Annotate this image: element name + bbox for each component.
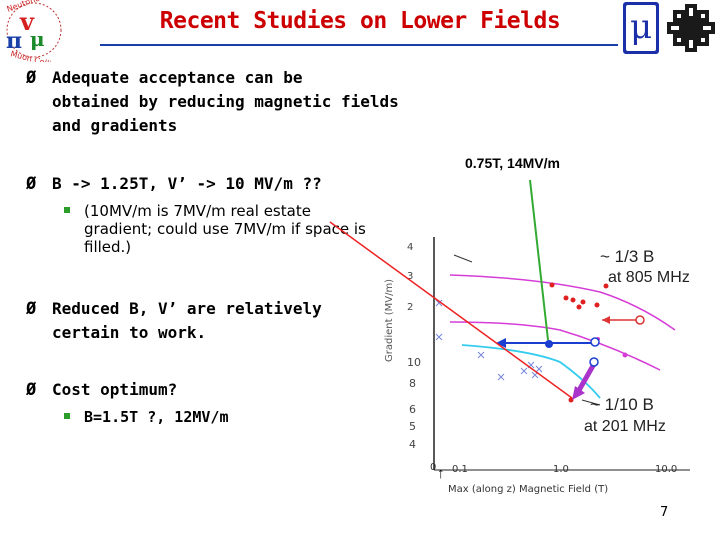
bullet-4: Ø Cost optimum? [26, 378, 386, 402]
slide-title: Recent Studies on Lower Fields [159, 8, 561, 34]
open-point [589, 357, 599, 367]
sub-bullet-1-line-3: filled.) [84, 238, 132, 256]
y-tick: 5 [409, 420, 416, 433]
mu-logo: μ [623, 2, 659, 54]
fermilab-icon [667, 4, 715, 52]
x-tick: 0 [430, 462, 436, 473]
blue-cross-points [435, 299, 543, 381]
bullet-3-line-2: certain to work. [52, 323, 207, 342]
sub-bullet-1: (10MV/m is 7MV/m real estate gradient; c… [64, 202, 424, 258]
x-axis-label: Max (along z) Magnetic Field (T) [448, 484, 608, 495]
bullet-arrow-icon: Ø [26, 380, 37, 400]
x-tick: 10.0 [655, 464, 677, 475]
label-leader [453, 254, 473, 263]
sub-bullet-1-line-1: (10MV/m is 7MV/m real estate [84, 202, 311, 220]
x-tick: 1.0 [553, 464, 569, 475]
curve-805-label-1: ~ 1/3 B [600, 247, 654, 266]
y-axis-label: Gradient (MV/m) [384, 279, 395, 362]
svg-text:v: v [19, 7, 35, 36]
bullet-arrow-icon: Ø [26, 68, 37, 88]
svg-text:μ: μ [30, 27, 45, 51]
title-underline [100, 44, 618, 46]
curve-805-label-2: at 805 MHz [608, 269, 690, 286]
label-leader [581, 399, 601, 406]
sub-bullet-2-line-1: B=1.5T ?, 12MV/m [84, 408, 229, 426]
bullet-2-line-1: B -> 1.25T, V’ -> 10 MV/m ?? [52, 174, 322, 193]
bullet-1: Ø Adequate acceptance can be obtained by… [26, 66, 446, 140]
annotation-label: 0.75T, 14MV/m [465, 155, 560, 171]
x-tick: 0.1 [452, 464, 468, 475]
bullet-1-line-2: obtained by reducing magnetic fields [52, 92, 399, 111]
blue-point [545, 340, 553, 348]
bullet-4-line-1: Cost optimum? [52, 380, 178, 399]
curve-201-label-1: ~ 1/10 B [590, 395, 654, 414]
y-tick: 4 [407, 242, 413, 253]
blue-arrowhead-icon [496, 338, 506, 348]
bullet-3-line-1: Reduced B, V’ are relatively [52, 299, 322, 318]
purple-arrow-line [575, 362, 597, 394]
sub-bullet-square-icon [64, 207, 70, 213]
purple-arrowhead-icon [572, 386, 585, 400]
red-open-point [635, 315, 645, 325]
y-tick: 3 [407, 271, 413, 282]
sub-bullet-2: B=1.5T ?, 12MV/m [64, 408, 364, 428]
y-tick: 8 [409, 377, 416, 390]
mu-logo-text: μ [629, 7, 653, 47]
bullet-arrow-icon: Ø [26, 299, 37, 319]
curve-201-label-2: at 201 MHz [584, 418, 666, 435]
y-tick: 10 [407, 356, 421, 369]
bullet-arrow-icon: Ø [26, 174, 37, 194]
bullet-1-line-3: and gradients [52, 116, 178, 135]
bullet-2: Ø B -> 1.25T, V’ -> 10 MV/m ?? [26, 172, 446, 196]
page-number: 7 [660, 505, 669, 520]
sub-bullet-square-icon [64, 413, 70, 419]
field-gradient-plot: ↑ 4 3 2 10 8 6 5 4 Gradient (MV/m) 0 0.1… [384, 237, 690, 495]
y-tick: 4 [409, 438, 416, 451]
magenta-data-points [596, 337, 628, 358]
bullet-1-line-1: Adequate acceptance can be [52, 68, 303, 87]
bullet-3: Ø Reduced B, V’ are relatively certain t… [26, 297, 386, 345]
y-tick: 2 [407, 302, 413, 313]
red-arrowhead-icon [602, 316, 610, 324]
x-origin-arrow-icon: ↑ [437, 465, 445, 482]
y-tick: 6 [409, 403, 416, 416]
sub-bullet-1-line-2: gradient; could use 7MV/m if space is [84, 220, 366, 238]
svg-text:π: π [6, 28, 22, 54]
blue-open-point [590, 337, 600, 347]
